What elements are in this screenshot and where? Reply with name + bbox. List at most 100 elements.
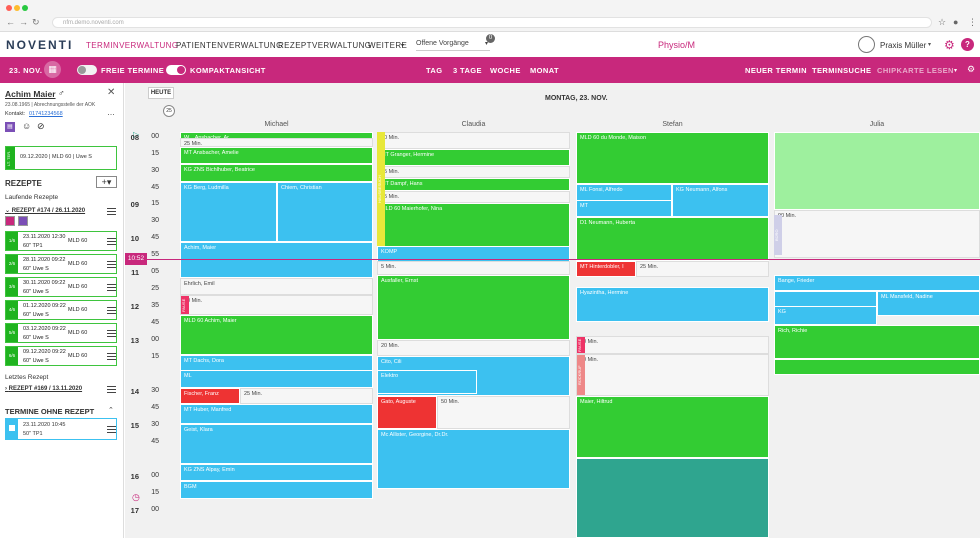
patient-phone[interactable]: 01741234568 xyxy=(29,111,63,117)
rezept-169-menu-icon[interactable] xyxy=(107,386,116,393)
appointment[interactable]: MT Hinterdobler, I xyxy=(576,261,636,277)
appointment[interactable]: MT Granger, Hermine xyxy=(377,149,570,166)
patient-name[interactable]: Achim Maier xyxy=(5,89,56,99)
appointment[interactable]: 25 Min. xyxy=(240,388,373,404)
view-tag[interactable]: TAG xyxy=(426,66,443,75)
appointment[interactable]: MT Huber, Manfred xyxy=(180,404,373,424)
user-name[interactable]: Praxis Müller xyxy=(880,41,927,50)
avatar[interactable] xyxy=(858,36,875,53)
appointment[interactable]: Fischer, Franz xyxy=(180,388,240,404)
minimize-window-icon[interactable] xyxy=(14,5,20,11)
gear-icon[interactable]: ⚙ xyxy=(967,64,976,74)
neuer-termin-button[interactable]: NEUER TERMIN xyxy=(745,66,807,75)
add-rezept-button[interactable]: +▾ xyxy=(96,176,117,188)
zoom-level-icon[interactable]: 25 xyxy=(163,105,175,117)
appointment[interactable] xyxy=(774,132,980,210)
heute-button[interactable]: HEUTE xyxy=(148,87,174,99)
appointment[interactable]: Ehrlich, Emil xyxy=(180,278,373,295)
maximize-window-icon[interactable] xyxy=(22,5,28,11)
nav-rezeptverwaltung[interactable]: REZEPTVERWALTUNG xyxy=(278,41,372,50)
terminsuche-button[interactable]: TERMINSUCHE xyxy=(812,66,872,75)
nav-terminverwaltung[interactable]: TERMINVERWALTUNG xyxy=(86,41,179,50)
appointment[interactable]: ML Mansfeld, Nadine xyxy=(877,291,980,316)
appointment[interactable]: Elektro xyxy=(377,370,477,394)
appointment[interactable]: Mc Allister, Georgine, Dr.Dr. xyxy=(377,429,570,489)
view-woche[interactable]: WOCHE xyxy=(490,66,521,75)
appointment[interactable]: Hyazintha, Hermine xyxy=(576,287,769,322)
clock-icon[interactable]: ◷ xyxy=(132,492,140,502)
appointment[interactable]: 25 Min. xyxy=(180,138,373,147)
appointment[interactable]: MLD 60 du Monde, Maison xyxy=(576,132,769,184)
appointment[interactable]: KG Neumann, Alfons xyxy=(672,184,769,217)
appointment[interactable]: 20 Min. xyxy=(377,340,570,356)
appointment[interactable]: Bange, Frieder xyxy=(774,275,980,291)
prescription-menu-icon[interactable] xyxy=(107,238,116,245)
prescription-menu-icon[interactable] xyxy=(107,307,116,314)
chevron-up-icon[interactable]: ⌃ xyxy=(108,407,114,414)
close-window-icon[interactable] xyxy=(6,5,12,11)
offene-vorgaenge-select[interactable]: Offene Vorgänge ▾ xyxy=(416,40,490,51)
appointment[interactable]: BGM xyxy=(180,481,373,499)
freie-termine-toggle[interactable] xyxy=(77,65,97,75)
appointment[interactable]: MT Ansbacher, Amelie xyxy=(180,147,373,164)
appointment[interactable] xyxy=(576,458,769,538)
profile-icon[interactable]: ● xyxy=(953,17,959,27)
appointment[interactable]: KG ZNS Bichlhuber, Beatrice xyxy=(180,164,373,182)
appointment[interactable]: KG ZNS Alpay, Emin xyxy=(180,464,373,481)
gear-icon[interactable]: ⚙ xyxy=(944,38,955,52)
prescription-row[interactable]: 4/6 01.12.2020 09:22 60" Uwe S MLD 60 xyxy=(5,300,117,320)
appointment[interactable]: 15 Min. xyxy=(377,191,570,203)
appointment[interactable]: MLD 60 Achim, Maier xyxy=(180,315,373,355)
prescription-row[interactable]: 5/6 03.12.2020 09:22 60" Uwe S MLD 60 xyxy=(5,323,117,343)
nav-patientenverwaltung[interactable]: PATIENTENVERWALTUNG xyxy=(176,41,283,50)
rezept-174-menu-icon[interactable] xyxy=(107,208,116,215)
last-appointment-card[interactable]: LT. TER. 09.12.2020 | MLD 60 | Uwe S xyxy=(5,146,117,170)
nav-weitere[interactable]: WEITERE xyxy=(368,41,408,50)
kompaktansicht-toggle[interactable] xyxy=(166,65,186,75)
back-icon[interactable]: ← xyxy=(6,17,15,27)
pause-appointment[interactable]: 30 Min. xyxy=(180,295,373,315)
termin-ohne-rezept-item[interactable]: 23.11.2020 10:45 50" TP1 xyxy=(5,418,117,440)
appointment[interactable]: KG xyxy=(774,306,877,325)
appointment[interactable]: MT Dampf, Hans xyxy=(377,178,570,191)
rezept-169-link[interactable]: › REZEPT #169 / 13.11.2020 xyxy=(5,386,83,392)
chipkarte-lesen-button[interactable]: CHIPKARTE LESEN xyxy=(877,66,954,75)
chevron-down-icon[interactable]: ▾ xyxy=(954,68,958,74)
chevron-down-icon[interactable]: ▾ xyxy=(928,42,932,48)
appointment[interactable]: 90 Min. xyxy=(774,210,980,258)
prescription-menu-icon[interactable] xyxy=(107,284,116,291)
view-monat[interactable]: MONAT xyxy=(530,66,559,75)
help-icon[interactable]: ? xyxy=(961,38,974,51)
appointment[interactable]: Gato, Auguste xyxy=(377,396,437,429)
address-bar[interactable]: nfm.demo.noventi.com xyxy=(52,17,932,28)
appointment[interactable]: Rich, Richie xyxy=(774,325,980,359)
termin-menu-icon[interactable] xyxy=(107,426,116,433)
appointment[interactable] xyxy=(774,359,980,375)
appointment[interactable]: Chiem, Christian xyxy=(277,182,373,242)
group-icon[interactable]: ☺ xyxy=(22,121,32,131)
appointment[interactable]: MT xyxy=(576,200,672,217)
prescription-icon[interactable] xyxy=(5,216,15,226)
prescription-row[interactable]: 3/6 30.11.2020 09:22 60" Uwe S MLD 60 xyxy=(5,277,117,297)
calendar-icon[interactable]: ▦ xyxy=(44,61,61,78)
prescription-row[interactable]: 2/6 28.11.2020 09:22 60" Uwe S MLD 60 xyxy=(5,254,117,274)
appointment[interactable]: 5 Min. xyxy=(377,261,570,275)
close-icon[interactable]: ✕ xyxy=(107,87,116,98)
bookmark-star-icon[interactable]: ☆ xyxy=(938,17,947,27)
appointment[interactable]: 30 Min. xyxy=(576,336,769,354)
appointment[interactable]: 60 Min. xyxy=(576,354,769,396)
appointment[interactable]: ML xyxy=(180,370,373,388)
browser-menu-icon[interactable]: ⋮ xyxy=(968,17,977,27)
view-3-tage[interactable]: 3 TAGE xyxy=(453,66,482,75)
prescription-row[interactable]: 1/6 23.11.2020 12:30 60" TP1 MLD 60 xyxy=(5,231,117,251)
appointment[interactable]: 50 Min. xyxy=(437,396,570,429)
appointment[interactable]: 25 Min. xyxy=(636,261,769,277)
forward-icon[interactable]: → xyxy=(19,17,28,27)
appointment[interactable]: 30 Min. xyxy=(377,132,570,149)
prescription-menu-icon[interactable] xyxy=(107,330,116,337)
appointment[interactable]: Maier, Hiltrud xyxy=(576,396,769,458)
reload-icon[interactable]: ↻ xyxy=(32,17,40,27)
no-call-icon[interactable]: ⊘ xyxy=(37,121,45,131)
more-icon[interactable]: … xyxy=(107,108,115,117)
prescription-row[interactable]: 6/6 09.12.2020 09:22 60" Uwe S MLD 60 xyxy=(5,346,117,366)
